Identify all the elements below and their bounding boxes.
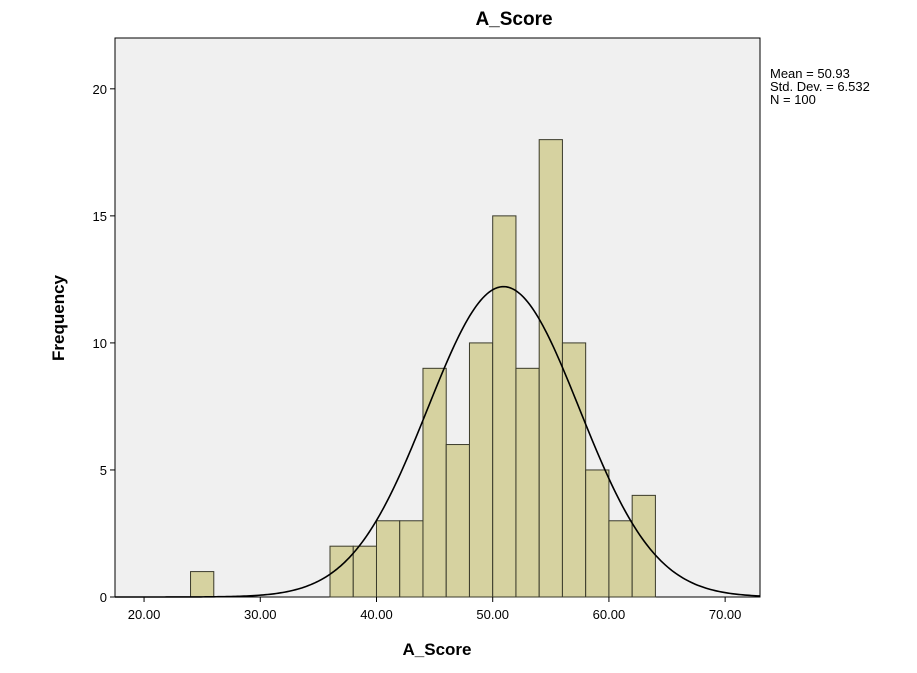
histogram-bar-3 — [375, 520, 401, 598]
histogram-bar-6 — [445, 444, 470, 598]
x-tick-label-4: 60.00 — [593, 607, 626, 622]
y-axis-title: Frequency — [49, 274, 68, 361]
histogram-bar-14 — [631, 494, 656, 598]
y-tick-label-2: 10 — [93, 336, 107, 351]
x-axis-title: A_Score — [403, 640, 472, 659]
histogram-bar-4 — [399, 520, 424, 598]
histogram-bar-8 — [492, 215, 517, 598]
stats-box: Mean = 50.93 Std. Dev. = 6.532 N = 100 — [770, 66, 870, 107]
chart-title: A_Score — [475, 9, 552, 30]
normal-curve — [115, 285, 761, 598]
x-tick-label-0: 20.00 — [128, 607, 161, 622]
histogram-bar-10 — [538, 139, 563, 598]
histogram-bar-2 — [352, 545, 377, 598]
histogram-bar-0 — [190, 571, 215, 598]
histogram-bar-12 — [585, 469, 610, 598]
bars-group — [190, 139, 656, 598]
x-tick-label-3: 50.00 — [476, 607, 509, 622]
x-axis-ticks: 20.00 30.00 40.00 50.00 60.00 70.00 — [128, 597, 742, 622]
x-tick-label-1: 30.00 — [244, 607, 277, 622]
y-axis-ticks: 0 5 10 15 20 — [93, 82, 115, 605]
x-tick-label-2: 40.00 — [360, 607, 393, 622]
y-tick-label-4: 20 — [93, 82, 107, 97]
y-tick-label-1: 5 — [100, 463, 107, 478]
histogram-bar-13 — [608, 520, 633, 598]
y-tick-label-0: 0 — [100, 590, 107, 605]
stats-n: N = 100 — [770, 92, 816, 107]
histogram-bar-5 — [422, 367, 447, 598]
histogram-bar-11 — [561, 342, 587, 598]
x-tick-label-5: 70.00 — [709, 607, 742, 622]
y-tick-label-3: 15 — [93, 209, 107, 224]
histogram-bar-7 — [468, 342, 494, 598]
stats-mean: Mean = 50.93 — [770, 66, 850, 81]
stats-std-dev: Std. Dev. = 6.532 — [770, 79, 870, 94]
histogram-bar-9 — [515, 367, 540, 598]
